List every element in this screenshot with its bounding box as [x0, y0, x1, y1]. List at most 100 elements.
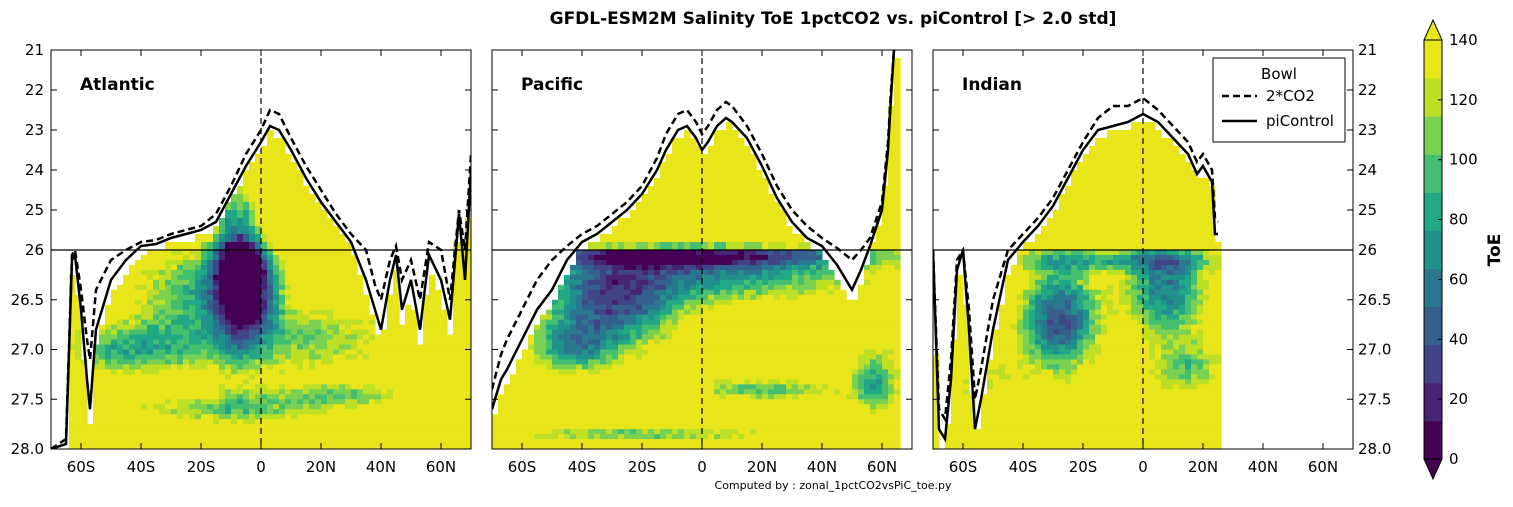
toe-cell [642, 265, 649, 271]
toe-cell [552, 300, 559, 306]
toe-cell [177, 325, 184, 331]
toe-cell [267, 260, 274, 266]
toe-cell [582, 345, 589, 351]
toe-cell [738, 310, 745, 316]
toe-cell [618, 414, 625, 420]
toe-cell [636, 310, 643, 316]
toe-cell [213, 250, 220, 256]
toe-cell [678, 389, 685, 395]
toe-cell [387, 315, 394, 321]
toe-cell [123, 290, 130, 296]
toe-cell [732, 350, 739, 356]
toe-cell [207, 394, 214, 400]
toe-cell [762, 369, 769, 375]
toe-cell [225, 242, 232, 251]
toe-cell [738, 340, 745, 346]
toe-cell [804, 242, 811, 251]
toe-cell [267, 234, 274, 243]
toe-cell [345, 369, 352, 375]
toe-cell [750, 350, 757, 356]
toe-cell [399, 419, 406, 425]
toe-cell [810, 404, 817, 410]
toe-cell [171, 439, 178, 445]
toe-cell [654, 379, 661, 385]
toe-cell [213, 265, 220, 271]
toe-cell [261, 265, 268, 271]
toe-cell [159, 379, 166, 385]
toe-cell [261, 285, 268, 291]
toe-cell [195, 325, 202, 331]
toe-cell [798, 315, 805, 321]
toe-cell [435, 409, 442, 415]
toe-cell [576, 384, 583, 390]
toe-cell [504, 429, 511, 435]
toe-cell [129, 310, 136, 316]
toe-cell [570, 354, 577, 360]
toe-cell [708, 320, 715, 326]
toe-cell [261, 305, 268, 311]
toe-cell [774, 364, 781, 370]
toe-cell [333, 364, 340, 370]
toe-cell [558, 379, 565, 385]
toe-cell [225, 310, 232, 316]
toe-cell [243, 374, 250, 380]
toe-cell [762, 335, 769, 341]
toe-cell [411, 359, 418, 365]
toe-cell [429, 315, 436, 321]
toe-cell [816, 285, 823, 291]
toe-cell [600, 305, 607, 311]
toe-cell [594, 305, 601, 311]
toe-cell [75, 424, 82, 430]
toe-cell [828, 434, 835, 440]
toe-cell [357, 354, 364, 360]
toe-cell [648, 320, 655, 326]
toe-cell [291, 234, 298, 243]
toe-cell [672, 162, 679, 171]
toe-cell [225, 389, 232, 395]
toe-cell [702, 162, 709, 171]
toe-cell [708, 379, 715, 385]
toe-cell [630, 305, 637, 311]
toe-cell [564, 320, 571, 326]
toe-cell [762, 300, 769, 306]
toe-cell [744, 275, 751, 281]
toe-cell [672, 330, 679, 336]
toe-cell [744, 424, 751, 430]
toe-cell [804, 270, 811, 276]
toe-cell [219, 242, 226, 251]
toe-cell [201, 250, 208, 256]
toe-cell [285, 280, 292, 286]
toe-cell [528, 439, 535, 445]
toe-cell [792, 255, 799, 261]
toe-cell [279, 429, 286, 435]
toe-cell [642, 280, 649, 286]
toe-cell [738, 270, 745, 276]
toe-cell [105, 424, 112, 430]
toe-cell [816, 310, 823, 316]
toe-cell [273, 194, 280, 203]
toe-cell [564, 384, 571, 390]
y-tick-label-left: 27.5 [11, 390, 44, 408]
toe-cell [714, 404, 721, 410]
toe-cell [177, 255, 184, 261]
toe-cell [249, 255, 256, 261]
toe-cell [780, 340, 787, 346]
toe-cell [177, 250, 184, 256]
toe-cell [702, 226, 709, 235]
toe-cell [798, 369, 805, 375]
toe-cell [684, 275, 691, 281]
toe-cell [636, 394, 643, 400]
toe-cell [588, 295, 595, 301]
toe-cell [768, 404, 775, 410]
toe-cell [351, 404, 358, 410]
toe-cell [792, 320, 799, 326]
toe-cell [327, 280, 334, 286]
toe-cell [624, 419, 631, 425]
toe-cell [618, 285, 625, 291]
toe-cell [321, 275, 328, 281]
toe-cell [399, 374, 406, 380]
toe-cell [828, 354, 835, 360]
toe-cell [804, 354, 811, 360]
toe-cell [279, 202, 286, 211]
toe-cell [798, 325, 805, 331]
